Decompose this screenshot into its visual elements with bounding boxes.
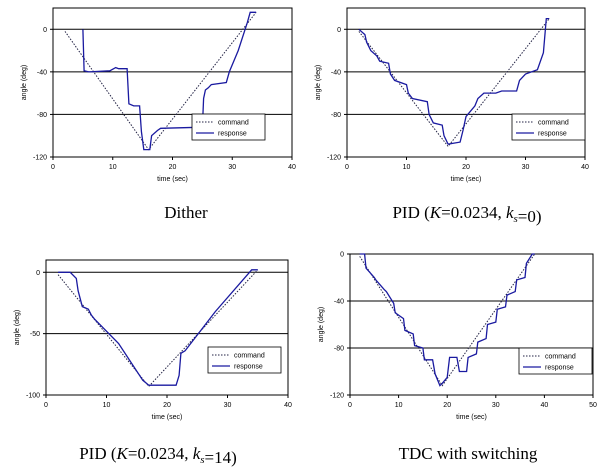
x-tick-label: 40 — [541, 402, 549, 409]
y-axis-label: angle (deg) — [21, 65, 28, 100]
series-line-response — [358, 17, 550, 145]
panel-caption: PID (K=0.0234, ks=0) — [392, 203, 541, 226]
x-tick-label: 40 — [288, 164, 296, 171]
legend-label-response: response — [538, 131, 567, 138]
caption-run: =14) — [205, 448, 237, 467]
x-axis-label: time (sec) — [157, 176, 188, 183]
legend-label-response: response — [218, 131, 247, 138]
legend-label-response: response — [234, 364, 263, 371]
x-tick-label: 20 — [169, 164, 177, 171]
y-tick-label: -120 — [327, 155, 341, 162]
y-tick-label: -40 — [334, 299, 344, 306]
x-axis-label: time (sec) — [451, 176, 482, 183]
legend-box — [518, 347, 593, 375]
legend-box — [207, 346, 282, 374]
x-tick-label: 50 — [589, 402, 597, 409]
series-line-response — [58, 269, 258, 386]
x-tick-label: 30 — [228, 164, 236, 171]
y-tick-label: -80 — [331, 112, 341, 119]
legend-label-command: command — [234, 353, 265, 360]
y-tick-label: -80 — [334, 346, 344, 353]
x-tick-label: 40 — [581, 164, 589, 171]
x-tick-label: 30 — [492, 402, 500, 409]
legend-box — [511, 113, 586, 141]
y-axis-label: angle (deg) — [315, 65, 322, 100]
x-tick-label: 30 — [224, 402, 232, 409]
chart-panel-tdc-switching: 0 -40 -80 -120 0 10 20 30 40 50 time (sec) angle (d… — [318, 252, 597, 464]
y-tick-label: 0 — [340, 252, 344, 259]
series-line-command — [57, 269, 259, 388]
chart-panel-pid-ks0: 0 -40 -80 -120 0 10 20 30 40 time (sec) angle (deg… — [315, 7, 589, 226]
x-tick-label: 0 — [44, 402, 48, 409]
x-tick-label: 0 — [51, 164, 55, 171]
legend-box — [191, 113, 266, 141]
panel-caption: TDC with switching — [399, 444, 538, 463]
series-line-command — [358, 18, 550, 148]
legend-label-command: command — [218, 120, 249, 127]
y-axis-label: angle (deg) — [318, 307, 325, 342]
plot-frame — [45, 259, 289, 396]
y-tick-label: -40 — [37, 69, 47, 76]
caption-run: =0.0234, — [441, 203, 506, 222]
caption-run: s — [514, 213, 518, 225]
y-tick-label: -40 — [331, 69, 341, 76]
caption-run: PID ( — [392, 203, 430, 222]
x-axis-label: time (sec) — [456, 414, 487, 421]
y-tick-label: 0 — [43, 27, 47, 34]
x-tick-label: 40 — [284, 402, 292, 409]
caption-run: k — [193, 444, 201, 463]
x-axis-label: time (sec) — [152, 414, 183, 421]
y-tick-label: -120 — [330, 393, 344, 400]
caption-run: TDC with switching — [399, 444, 538, 463]
x-tick-label: 20 — [163, 402, 171, 409]
y-tick-label: -100 — [26, 393, 40, 400]
y-tick-label: -50 — [30, 331, 40, 338]
caption-run: =0.0234, — [128, 444, 193, 463]
series-line-response — [359, 253, 535, 387]
caption-run: K — [429, 203, 443, 222]
caption-run: k — [506, 203, 514, 222]
chart-panel-dither: 0 -40 -80 -120 0 10 20 30 40 time (sec) angle (deg… — [21, 7, 296, 222]
y-tick-label: 0 — [36, 270, 40, 277]
legend-label-command: command — [545, 354, 576, 361]
chart-panel-pid-ks14: 0 -50 -100 0 10 20 30 40 time (sec) angle (deg) co… — [14, 259, 292, 467]
series-line-command — [359, 253, 536, 387]
x-tick-label: 10 — [109, 164, 117, 171]
panel-caption: Dither — [164, 203, 208, 222]
x-tick-label: 10 — [395, 402, 403, 409]
caption-run: PID ( — [79, 444, 117, 463]
panel-caption: PID (K=0.0234, ks=14) — [79, 444, 237, 467]
x-tick-label: 20 — [443, 402, 451, 409]
caption-run: =0) — [518, 207, 542, 226]
x-tick-label: 20 — [462, 164, 470, 171]
x-tick-label: 10 — [403, 164, 411, 171]
series-line-response — [82, 11, 257, 151]
y-tick-label: 0 — [337, 27, 341, 34]
x-tick-label: 30 — [522, 164, 530, 171]
caption-run: s — [200, 454, 204, 466]
x-tick-label: 10 — [103, 402, 111, 409]
x-tick-label: 0 — [348, 402, 352, 409]
plot-frame — [349, 253, 594, 396]
y-tick-label: -80 — [37, 112, 47, 119]
legend-label-command: command — [538, 120, 569, 127]
y-tick-label: -120 — [33, 155, 47, 162]
caption-run: Dither — [164, 203, 208, 222]
caption-run: K — [116, 444, 130, 463]
y-axis-label: angle (deg) — [14, 310, 21, 345]
legend-label-response: response — [545, 365, 574, 372]
x-tick-label: 0 — [345, 164, 349, 171]
